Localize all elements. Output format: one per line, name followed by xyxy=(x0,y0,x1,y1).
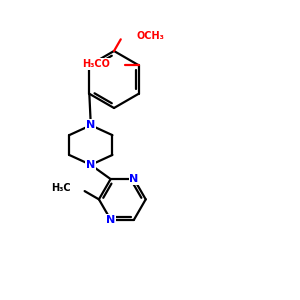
Text: H₃CO: H₃CO xyxy=(82,59,110,69)
Text: N: N xyxy=(86,160,95,170)
Text: N: N xyxy=(129,174,139,184)
Text: H₃C: H₃C xyxy=(52,183,71,193)
Text: N: N xyxy=(86,120,95,130)
Text: OCH₃: OCH₃ xyxy=(136,31,164,41)
Text: N: N xyxy=(106,214,115,225)
